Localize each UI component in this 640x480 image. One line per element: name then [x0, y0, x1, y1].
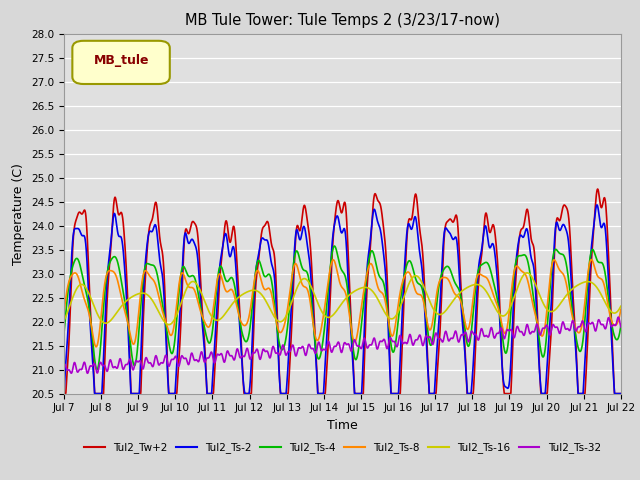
Tul2_Ts-8	[92, 344, 100, 350]
Tul2_Ts-8	[157, 302, 164, 308]
Line: Tul2_Ts-2: Tul2_Ts-2	[64, 205, 621, 394]
Tul2_Tw+2	[60, 391, 68, 396]
Tul2_Ts-16	[606, 308, 614, 313]
Line: Tul2_Ts-16: Tul2_Ts-16	[64, 273, 621, 324]
Legend: Tul2_Tw+2, Tul2_Ts-2, Tul2_Ts-4, Tul2_Ts-8, Tul2_Ts-16, Tul2_Ts-32: Tul2_Tw+2, Tul2_Ts-2, Tul2_Ts-4, Tul2_Ts…	[80, 438, 605, 457]
Tul2_Ts-4	[60, 330, 68, 336]
Tul2_Ts-16	[547, 309, 554, 314]
Line: Tul2_Ts-8: Tul2_Ts-8	[64, 260, 621, 347]
FancyBboxPatch shape	[72, 41, 170, 84]
Title: MB Tule Tower: Tule Temps 2 (3/23/17-now): MB Tule Tower: Tule Temps 2 (3/23/17-now…	[185, 13, 500, 28]
Tul2_Ts-4	[124, 318, 132, 324]
Tul2_Ts-32	[546, 332, 554, 338]
Tul2_Ts-8	[124, 319, 132, 325]
Tul2_Ts-32	[614, 314, 622, 320]
Tul2_Ts-16	[124, 297, 131, 303]
Tul2_Ts-32	[157, 360, 164, 366]
Tul2_Ts-2	[274, 339, 282, 345]
Tul2_Ts-4	[331, 243, 339, 249]
Tul2_Tw+2	[546, 349, 554, 355]
Tul2_Ts-16	[524, 270, 531, 276]
Tul2_Ts-2	[298, 230, 306, 236]
Tul2_Ts-8	[588, 257, 595, 263]
Text: MB_tule: MB_tule	[93, 54, 149, 67]
Tul2_Ts-8	[298, 281, 306, 287]
Tul2_Ts-4	[274, 331, 282, 336]
Tul2_Ts-8	[274, 325, 282, 331]
Tul2_Ts-4	[606, 311, 614, 316]
Tul2_Ts-8	[617, 307, 625, 312]
Tul2_Ts-16	[60, 318, 68, 324]
Tul2_Ts-2	[546, 319, 554, 324]
Tul2_Ts-32	[298, 344, 306, 350]
Tul2_Ts-32	[60, 363, 68, 369]
Tul2_Tw+2	[274, 319, 282, 325]
Tul2_Ts-16	[274, 318, 282, 324]
Tul2_Ts-2	[617, 391, 625, 396]
Tul2_Ts-16	[617, 303, 625, 309]
Tul2_Tw+2	[606, 286, 614, 291]
Line: Tul2_Tw+2: Tul2_Tw+2	[64, 189, 621, 394]
Tul2_Tw+2	[617, 391, 625, 396]
Line: Tul2_Ts-4: Tul2_Ts-4	[64, 246, 621, 370]
Tul2_Ts-32	[606, 320, 614, 325]
Tul2_Ts-4	[298, 264, 306, 270]
Tul2_Ts-2	[593, 202, 601, 208]
Tul2_Ts-32	[124, 361, 132, 367]
Tul2_Ts-2	[606, 310, 614, 315]
Tul2_Ts-2	[157, 264, 164, 269]
Tul2_Tw+2	[157, 240, 164, 246]
Tul2_Ts-8	[606, 313, 614, 319]
Tul2_Ts-2	[91, 391, 99, 396]
Tul2_Tw+2	[298, 219, 305, 225]
Tul2_Ts-4	[93, 367, 101, 372]
Tul2_Ts-32	[274, 350, 282, 356]
X-axis label: Time: Time	[327, 419, 358, 432]
Tul2_Ts-32	[617, 324, 625, 330]
Tul2_Ts-16	[165, 322, 173, 327]
Y-axis label: Temperature (C): Temperature (C)	[12, 163, 26, 264]
Tul2_Ts-32	[84, 371, 92, 376]
Tul2_Ts-8	[60, 310, 68, 315]
Tul2_Tw+2	[594, 186, 602, 192]
Tul2_Ts-8	[546, 275, 554, 281]
Tul2_Ts-4	[157, 291, 164, 297]
Line: Tul2_Ts-32: Tul2_Ts-32	[64, 317, 621, 373]
Tul2_Ts-2	[60, 391, 68, 396]
Tul2_Ts-16	[298, 277, 306, 283]
Tul2_Ts-4	[617, 323, 625, 329]
Tul2_Ts-4	[547, 282, 554, 288]
Tul2_Tw+2	[124, 292, 131, 298]
Tul2_Ts-2	[124, 318, 132, 324]
Tul2_Ts-16	[157, 312, 164, 318]
